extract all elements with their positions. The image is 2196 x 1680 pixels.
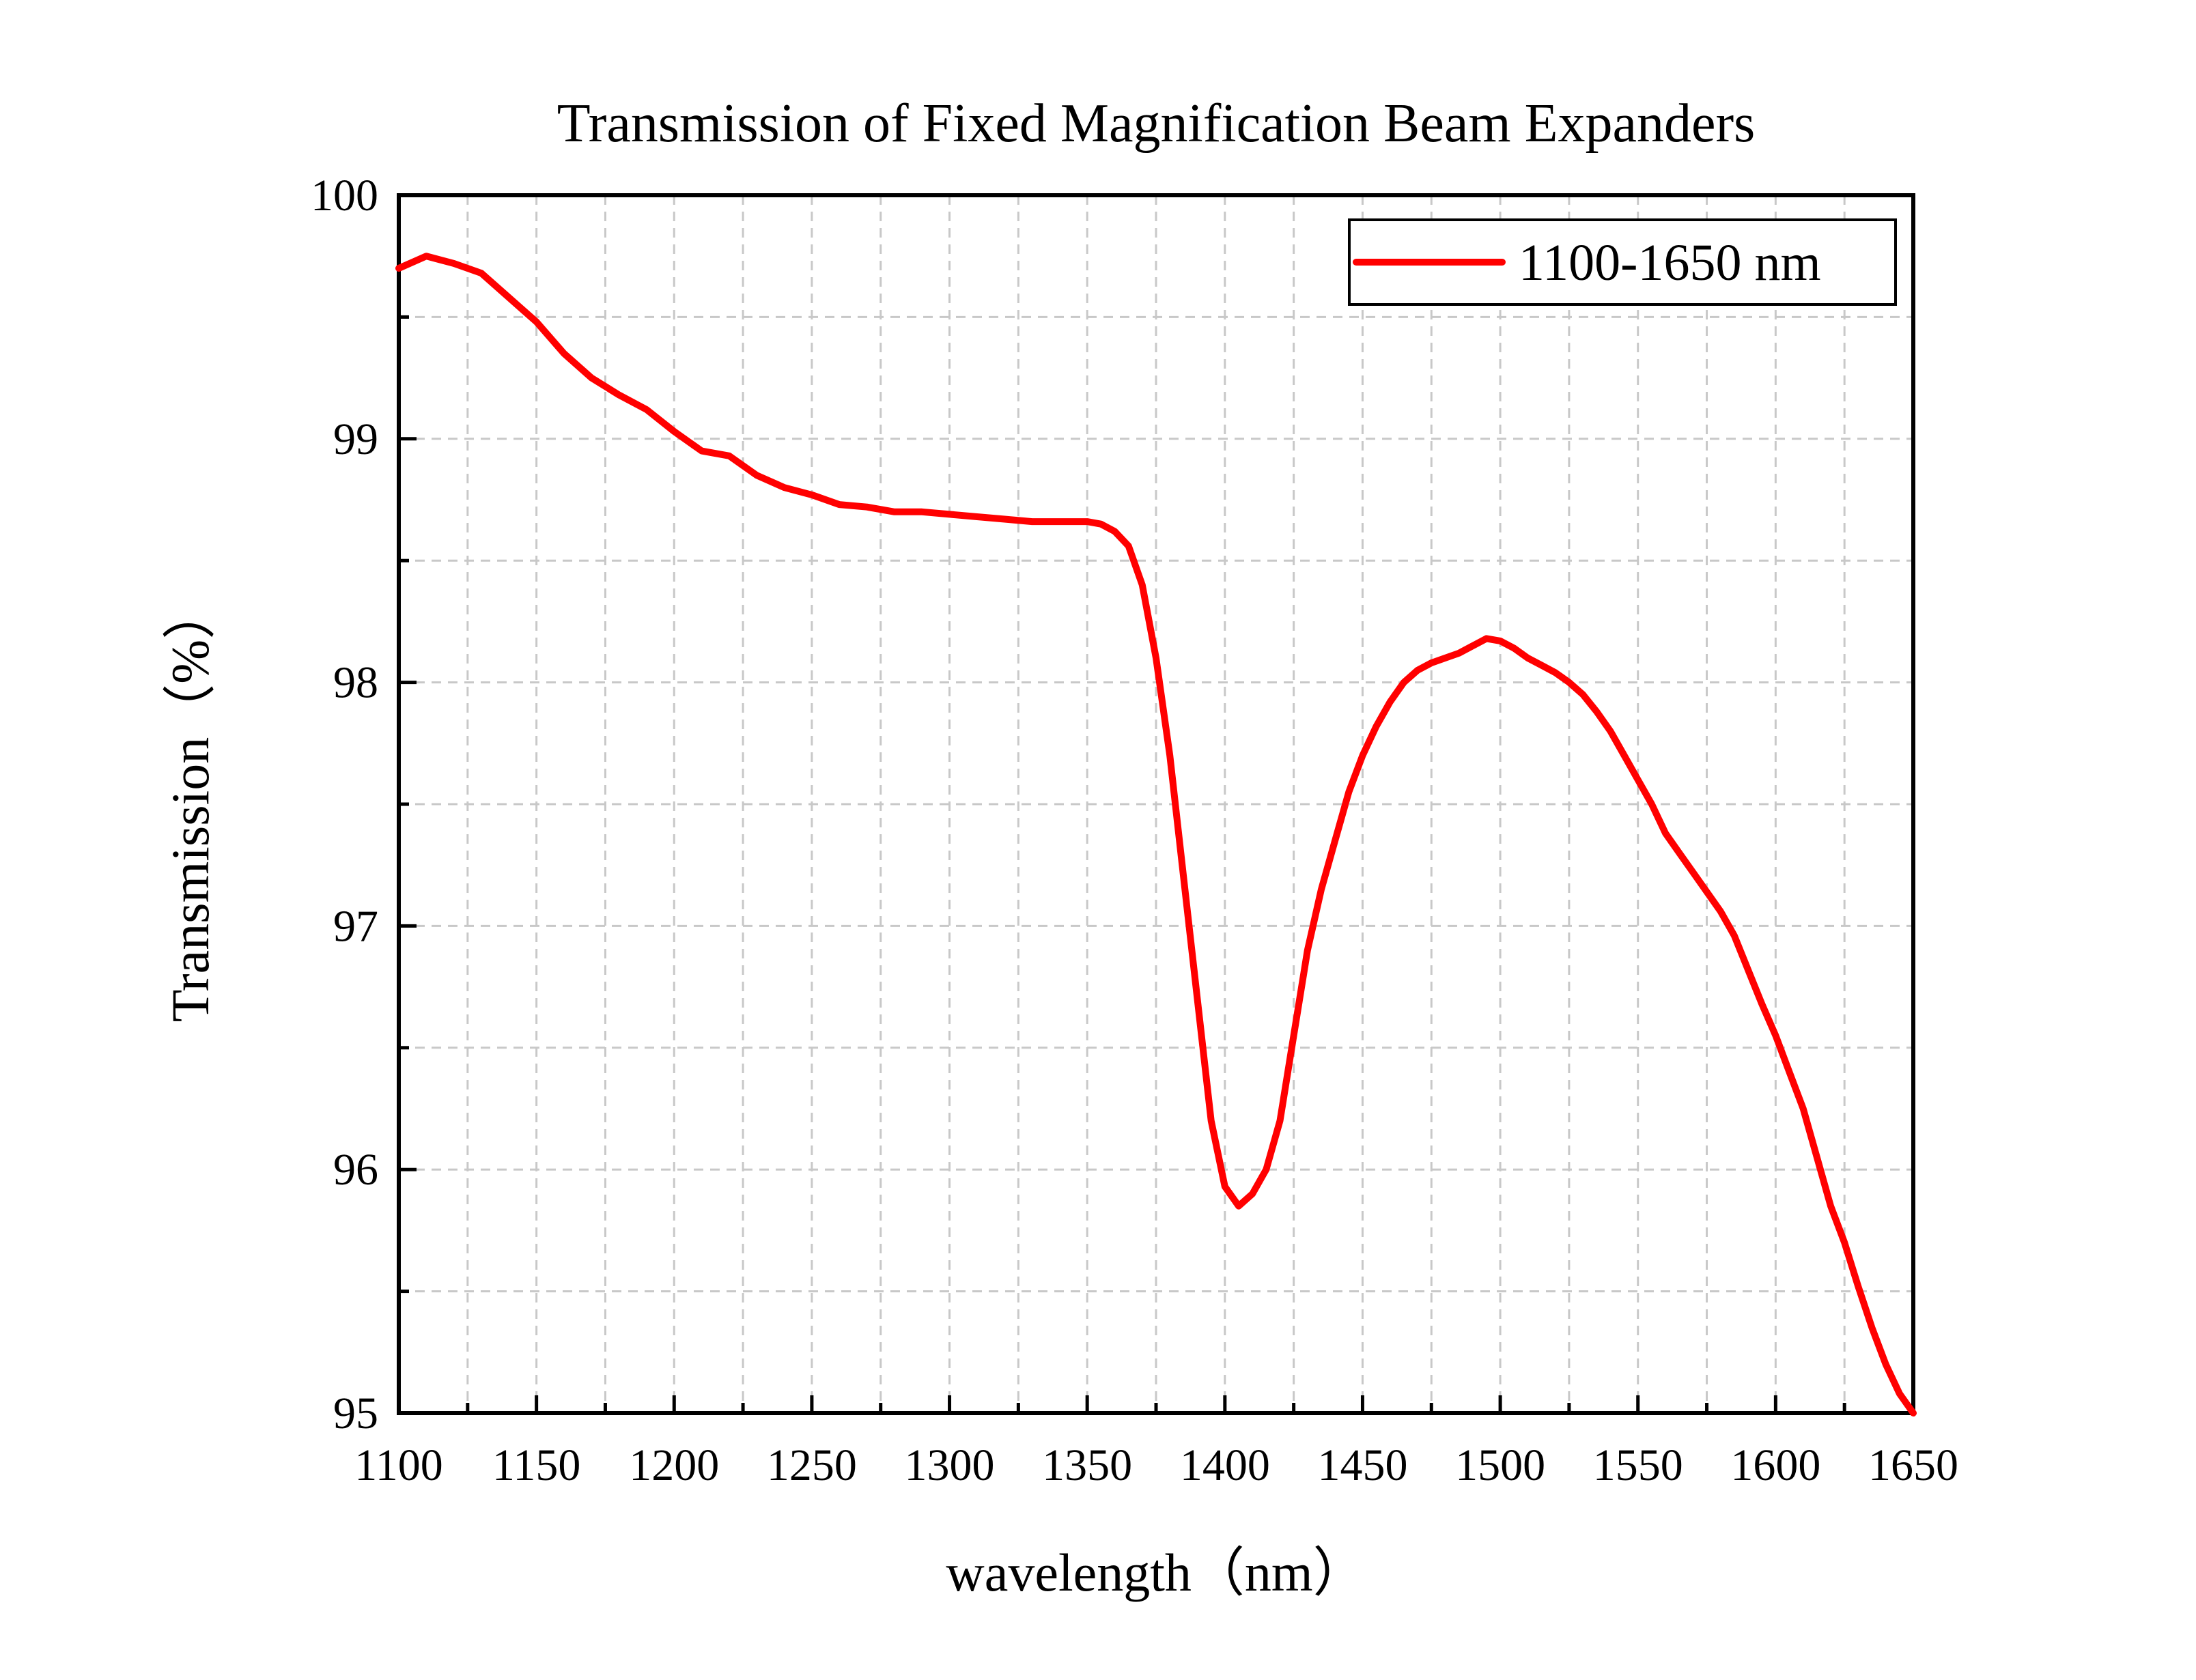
x-tick-label: 1650: [1868, 1440, 1958, 1490]
y-tick-label: 95: [333, 1389, 378, 1438]
series-layer: [395, 253, 1917, 1416]
series-line: [395, 253, 1917, 1416]
x-tick-label: 1200: [629, 1440, 719, 1490]
y-tick-label: 97: [333, 901, 378, 951]
y-tick-label: 100: [311, 171, 378, 220]
x-tick-label: 1100: [354, 1440, 443, 1490]
x-axis-tick-labels: 1100 1150 1200 1250 1300 1350 1400 1450 1500 1550…: [354, 1440, 1958, 1490]
y-tick-label: 99: [333, 414, 378, 464]
grid-lines: [399, 195, 1913, 1413]
y-axis-tick-labels: 95 96 97 98 99 100: [311, 171, 378, 1438]
y-tick-label: 98: [333, 658, 378, 708]
y-tick-label: 96: [333, 1145, 378, 1195]
x-tick-label: 1250: [767, 1440, 857, 1490]
x-axis-title: wavelength（nm）: [946, 1543, 1366, 1602]
x-tick-label: 1450: [1317, 1440, 1407, 1490]
x-tick-label: 1400: [1180, 1440, 1270, 1490]
x-tick-label: 1300: [905, 1440, 995, 1490]
legend-label: 1100-1650 nm: [1519, 234, 1821, 291]
x-tick-label: 1550: [1593, 1440, 1683, 1490]
y-axis-title: Transmission（%）: [160, 586, 220, 1023]
x-tick-label: 1350: [1042, 1440, 1132, 1490]
x-tick-label: 1500: [1455, 1440, 1545, 1490]
legend: 1100-1650 nm: [1348, 218, 1897, 306]
x-tick-label: 1600: [1730, 1440, 1820, 1490]
chart-title: Transmission of Fixed Magnification Beam…: [557, 94, 1756, 154]
plot-area-frame: [397, 193, 1915, 1415]
x-tick-label: 1150: [492, 1440, 581, 1490]
